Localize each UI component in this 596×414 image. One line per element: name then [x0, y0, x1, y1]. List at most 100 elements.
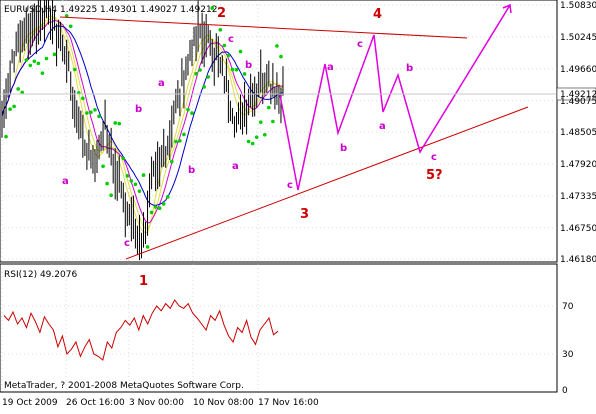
psar-dot [109, 193, 113, 198]
minor-wave-label: b [406, 63, 413, 74]
wave-labels: a b c a b c a b c a b c a b c 1 2 3 4 5? [62, 6, 443, 289]
minor-wave-label: a [232, 161, 239, 172]
psar-dot [186, 107, 190, 112]
price-tick-label: 1.47335 [560, 192, 596, 202]
psar-dot [238, 49, 243, 54]
psar-dot [153, 205, 158, 209]
price-tick-label: 1.46180 [560, 255, 596, 265]
grid [0, 0, 557, 392]
projection-arrowhead [502, 3, 512, 14]
psar-dot [190, 111, 194, 115]
psar-dot [218, 28, 223, 32]
time-tick-label: 10 Nov 08:00 [193, 398, 254, 408]
psar-dot [258, 120, 263, 125]
psar-dot [267, 105, 271, 110]
parabolic-sar [4, 0, 283, 249]
psar-dot [4, 134, 8, 139]
psar-dot [174, 139, 178, 144]
psar-dot [198, 68, 202, 72]
psar-dot [145, 245, 150, 249]
rsi-info: RSI(12) 49.2076 [4, 270, 77, 280]
psar-dot [202, 85, 206, 89]
psar-dot [141, 173, 146, 177]
psar-dot [113, 121, 117, 125]
psar-dot [234, 67, 239, 72]
price-tick-label: 1.50245 [560, 33, 596, 43]
psar-dot [8, 107, 12, 111]
psar-dot [226, 53, 231, 58]
psar-dot [210, 6, 215, 10]
copyright-text: MetaTrader, ? 2001-2008 MetaQuotes Softw… [4, 381, 244, 391]
major-wave-label: 1 [139, 274, 148, 289]
major-wave-label: 5? [426, 168, 443, 183]
psar-dot [121, 156, 126, 161]
minor-wave-label: c [287, 180, 293, 191]
psar-dot [149, 210, 154, 215]
psar-dot [182, 132, 186, 137]
psar-dot [178, 139, 182, 143]
candles [1, 0, 284, 261]
psar-dot [89, 110, 93, 115]
price-tick-label: 1.48505 [560, 128, 596, 138]
psar-dot [117, 121, 122, 126]
minor-wave-label: a [62, 176, 69, 187]
rsi-tick-label: 0 [562, 386, 568, 396]
rsi-polyline [3, 299, 279, 361]
time-tick-label: 19 Oct 2009 [2, 398, 58, 408]
minor-wave-label: b [245, 60, 252, 71]
psar-dot [157, 206, 162, 211]
psar-dot [93, 108, 97, 112]
psar-dot [206, 75, 210, 79]
psar-dot [105, 181, 109, 186]
rsi-axis: 70 30 0 [562, 302, 574, 396]
price-tick-label: 1.49075 [560, 97, 596, 107]
psar-dot [101, 164, 105, 169]
psar-dot [129, 179, 134, 183]
minor-wave-label: c [228, 34, 234, 45]
psar-dot [68, 24, 73, 29]
psar-dot [271, 119, 275, 124]
psar-dot [230, 67, 235, 72]
minor-wave-label: c [431, 152, 437, 163]
price-axis: 1.50830 1.50245 1.49660 1.49075 1.48505 1.479… [560, 1, 596, 265]
minor-wave-label: a [327, 62, 334, 73]
psar-dot [24, 58, 29, 62]
symbol-info: EURUSD,H4 1.49225 1.49301 1.49027 1.4921… [4, 5, 217, 15]
psar-dot [254, 135, 259, 139]
rsi-pane-border [0, 263, 558, 393]
psar-dot [40, 71, 45, 75]
current-price-label: 1.49212 [560, 90, 596, 100]
major-wave-label: 4 [373, 7, 382, 22]
minor-wave-label: b [188, 165, 195, 176]
time-axis: 19 Oct 2009 26 Oct 16:00 3 Nov 00:00 10 Nov… [2, 398, 319, 408]
price-tick-label: 1.47920 [560, 160, 596, 170]
psar-dot [36, 61, 41, 66]
time-tick-label: 17 Nov 16:00 [258, 398, 319, 408]
time-tick-label: 26 Oct 16:00 [66, 398, 125, 408]
psar-dot [275, 44, 279, 48]
psar-dot [28, 63, 33, 68]
major-wave-label: 2 [217, 6, 226, 21]
psar-dot [44, 56, 49, 61]
psar-dot [262, 132, 267, 137]
psar-dot [222, 43, 227, 48]
psar-dot [85, 111, 89, 115]
minor-wave-label: c [124, 238, 130, 249]
psar-dot [242, 72, 247, 76]
major-wave-label: 3 [300, 207, 309, 222]
psar-dot [279, 54, 283, 59]
rsi-tick-label: 70 [562, 302, 574, 312]
rsi-tick-label: 30 [562, 350, 574, 360]
psar-dot [165, 195, 170, 199]
lower-trendline [125, 106, 529, 260]
minor-wave-label: a [158, 78, 165, 89]
psar-dot [194, 72, 198, 76]
psar-dot [12, 104, 16, 109]
upper-trendline [59, 16, 468, 39]
current-price-box [556, 87, 596, 101]
wave-projection-line [279, 4, 511, 191]
psar-dot [97, 114, 101, 119]
psar-dot [52, 52, 57, 57]
